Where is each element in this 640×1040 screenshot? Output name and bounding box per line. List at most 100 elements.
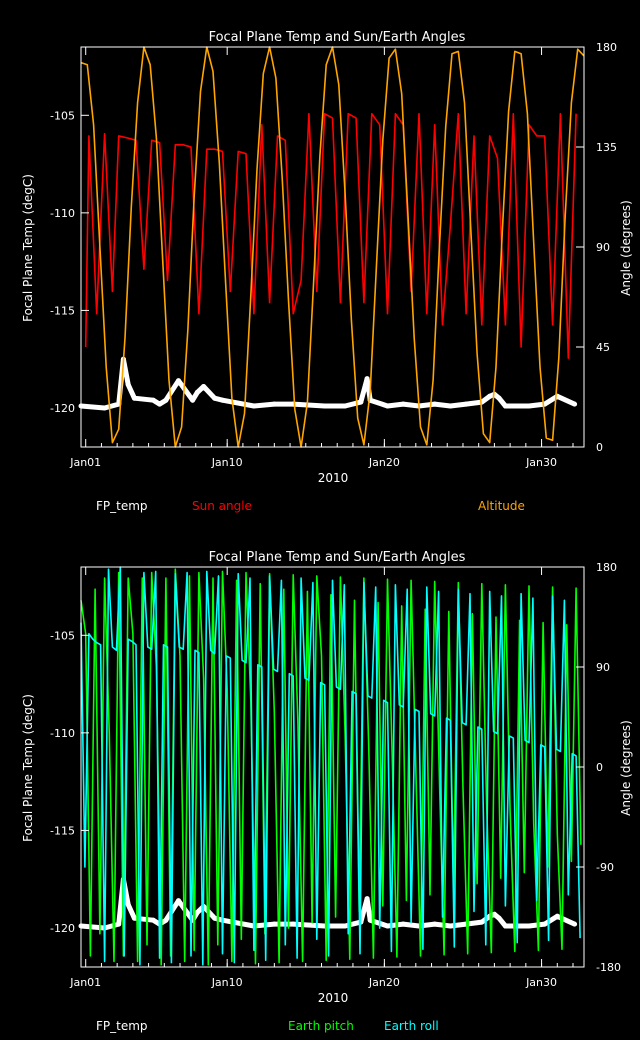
fp-temp-point: [220, 397, 225, 403]
y-right-tick-label: 135: [596, 141, 617, 154]
x-tick-label: Jan01: [69, 456, 101, 469]
y-right-tick-label: -90: [596, 861, 614, 874]
y-left-tick-label: -110: [50, 727, 75, 740]
fp-temp-point: [432, 921, 438, 927]
fp-temp-point: [432, 401, 438, 407]
fp-temp-point: [176, 378, 181, 384]
y-right-tick-label: 0: [596, 441, 603, 454]
x-tick-label: Jan30: [525, 456, 557, 469]
fp-temp-point: [271, 921, 277, 927]
fp-temp-point: [125, 382, 131, 388]
fp-temp-point: [157, 401, 163, 407]
x-tick-label: Jan20: [368, 456, 400, 469]
y-left-tick-label: -105: [50, 629, 75, 642]
chart-top: Focal Plane Temp and Sun/Earth Angles Ja…: [21, 30, 633, 513]
y-right-tick-label: 180: [596, 561, 617, 574]
plot-area: [78, 46, 585, 448]
x-axis-label: 2010: [318, 991, 349, 1005]
x-tick-label: Jan30: [525, 976, 557, 989]
fp-temp-point: [400, 921, 406, 927]
fp-temp-point: [487, 393, 493, 399]
fp-temp-point: [163, 917, 169, 923]
fp-temp-point: [554, 913, 560, 919]
fp-temp-point: [400, 401, 406, 407]
fp-temp-point: [542, 921, 548, 927]
y-axis-left-label: Focal Plane Temp (degC): [21, 174, 35, 322]
fp-temp-point: [572, 401, 578, 407]
y-left-tick-label: -115: [50, 824, 75, 837]
fp-temp-point: [364, 376, 370, 382]
fp-temp-point: [194, 389, 200, 395]
fp-temp-point: [131, 915, 137, 921]
chart-title: Focal Plane Temp and Sun/Earth Angles: [209, 550, 466, 565]
fp-temp-point: [385, 923, 390, 929]
y-right-tick-label: 45: [596, 341, 610, 354]
fp-temp-point: [358, 399, 364, 405]
y-right-tick-label: 180: [596, 41, 617, 54]
fp-temp-point: [526, 923, 532, 929]
fp-temp-point: [102, 405, 108, 411]
fp-temp-point: [463, 401, 469, 407]
fp-temp-point: [572, 921, 578, 927]
fp-temp-point: [163, 397, 169, 403]
fp-temp-point: [447, 403, 453, 409]
x-tick-label: Jan20: [368, 976, 400, 989]
y-left-tick-label: -105: [50, 109, 75, 122]
fp-temp-point: [447, 923, 453, 929]
fp-temp-point: [322, 403, 328, 409]
x-tick-label: Jan10: [211, 976, 243, 989]
fp-temp-point: [131, 395, 137, 401]
fp-temp-point: [496, 395, 502, 401]
y-axis-left-label: Focal Plane Temp (degC): [21, 694, 35, 842]
y-right-tick-label: 90: [596, 661, 610, 674]
fp-temp-point: [150, 397, 156, 403]
y-left-tick-label: -120: [50, 402, 75, 415]
fp-temp-point: [201, 384, 207, 389]
fp-temp-point: [385, 403, 390, 409]
y-left-tick-label: -115: [50, 304, 75, 317]
fp-temp-point: [176, 898, 181, 904]
fp-temp-point: [367, 917, 373, 923]
y-right-tick-label: 90: [596, 241, 610, 254]
series-line-sun-angle: [84, 112, 577, 359]
plot-area: [78, 566, 582, 966]
fp-temp-point: [502, 403, 508, 409]
fp-temp-point: [190, 397, 196, 403]
fp-temp-point: [125, 902, 131, 908]
fp-temp-point: [251, 403, 257, 409]
fp-temp-point: [342, 923, 348, 929]
fp-temp-point: [526, 403, 532, 409]
y-right-tick-label: -180: [596, 961, 621, 974]
legend-fp-temp: FP_temp: [96, 499, 148, 513]
y-axis-right-label: Angle (degrees): [619, 200, 633, 296]
x-tick-label: Jan10: [211, 456, 243, 469]
fp-temp-point: [271, 401, 277, 407]
fp-temp-point: [116, 921, 122, 927]
chart-bottom: Focal Plane Temp and Sun/Earth Angles Ja…: [21, 550, 633, 1033]
axes: Jan01 Jan10 Jan20 Jan30 -105 -110 -115 -120 180 1…: [50, 41, 617, 469]
fp-temp-point: [212, 395, 218, 401]
chart-title: Focal Plane Temp and Sun/Earth Angles: [209, 30, 466, 45]
fp-temp-point: [496, 915, 502, 921]
fp-temp-point: [342, 403, 348, 409]
y-axis-right-label: Angle (degrees): [619, 720, 633, 816]
legend-altitude: Altitude: [478, 499, 525, 513]
y-left-tick-label: -110: [50, 207, 75, 220]
x-axis-label: 2010: [318, 471, 349, 485]
series-line-earth-roll: [80, 566, 581, 966]
x-tick-label: Jan01: [69, 976, 101, 989]
fp-temp-point: [491, 911, 497, 917]
fp-temp-point: [150, 917, 156, 923]
axes: Jan01 Jan10 Jan20 Jan30 -105 -110 -115 -120 180 9…: [50, 561, 621, 989]
fp-temp-point: [364, 896, 370, 902]
fp-temp-point: [194, 909, 200, 915]
fp-temp-point: [502, 923, 508, 929]
legend-fp-temp: FP_temp: [96, 1019, 148, 1033]
y-left-tick-label: -120: [50, 922, 75, 935]
legend-earth-pitch: Earth pitch: [288, 1019, 354, 1033]
fp-temp-point: [479, 919, 485, 925]
legend-earth-roll: Earth roll: [384, 1019, 439, 1033]
fp-temp-point: [290, 921, 296, 927]
fp-temp-point: [212, 915, 218, 921]
y-right-tick-label: 0: [596, 761, 603, 774]
